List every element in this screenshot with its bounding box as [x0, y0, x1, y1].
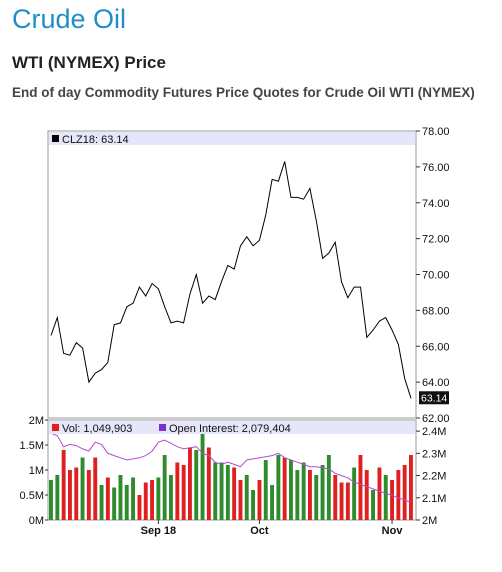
volume-bar: [124, 485, 129, 520]
volume-bar: [181, 465, 186, 520]
volume-bar: [213, 462, 218, 520]
volume-bar: [402, 465, 407, 520]
volume-bar: [339, 482, 344, 520]
price-y-tick-label: 74.00: [422, 198, 450, 210]
price-y-tick-label: 68.00: [422, 305, 450, 317]
open-interest-y-tick-label: 2.4M: [422, 426, 446, 438]
volume-bar: [156, 477, 161, 520]
volume-bar: [194, 450, 199, 520]
price-legend-band: [49, 132, 415, 145]
volume-bar: [143, 482, 148, 520]
volume-y-tick-label: 1M: [29, 465, 44, 477]
price-legend-swatch: [52, 135, 59, 142]
volume-bar: [263, 460, 268, 520]
volume-bar: [320, 465, 325, 520]
price-y-tick-label: 64.00: [422, 377, 450, 389]
volume-bar: [93, 457, 98, 520]
volume-bar: [49, 480, 53, 520]
volume-bar: [162, 455, 167, 520]
open-interest-y-tick-label: 2M: [422, 515, 437, 527]
x-tick-label: Oct: [250, 525, 269, 537]
volume-bar: [383, 475, 388, 520]
volume-y-tick-label: 0.5M: [20, 490, 44, 502]
open-interest-y-tick-label: 2.2M: [422, 471, 446, 483]
open-interest-line: [50, 432, 412, 503]
volume-bar: [326, 455, 331, 520]
price-y-tick-label: 76.00: [422, 162, 450, 174]
volume-bar: [74, 467, 79, 520]
volume-bar: [282, 457, 287, 520]
volume-bar: [276, 455, 281, 520]
volume-bar: [86, 470, 91, 520]
volume-bar: [251, 490, 255, 520]
volume-bar: [225, 465, 230, 520]
price-line-series: [50, 161, 412, 399]
volume-bar: [80, 457, 85, 520]
volume-legend-label: Vol: 1,049,903: [62, 423, 132, 435]
volume-bar: [358, 455, 363, 520]
volume-bar: [390, 480, 394, 520]
volume-bar: [137, 495, 142, 520]
x-tick-label: Nov: [382, 525, 404, 537]
volume-bar: [232, 467, 237, 520]
volume-bar: [333, 475, 338, 520]
volume-bar: [99, 485, 104, 520]
page-title: Crude Oil: [12, 4, 127, 34]
volume-bar: [377, 467, 382, 520]
price-y-tick-label: 62.00: [422, 413, 450, 425]
volume-bar: [238, 480, 243, 520]
volume-bar: [295, 470, 300, 520]
volume-bar: [68, 470, 72, 520]
volume-bar: [175, 462, 180, 520]
volume-bar: [131, 477, 135, 520]
chart-description: End of day Commodity Futures Price Quote…: [12, 85, 475, 100]
open-interest-legend-label: Open Interest: 2,079,404: [169, 423, 291, 435]
volume-bar: [118, 475, 123, 520]
volume-bar: [396, 470, 401, 520]
volume-bar: [169, 475, 173, 520]
price-y-tick-label: 70.00: [422, 270, 450, 282]
volume-bar: [352, 467, 357, 520]
volume-bar: [206, 447, 211, 520]
volume-bar: [308, 470, 312, 520]
volume-legend-band: [49, 421, 415, 434]
volume-bar: [188, 447, 192, 520]
volume-bar: [289, 460, 293, 520]
price-legend-label: CLZ18: 63.14: [62, 134, 129, 146]
volume-bar: [270, 485, 274, 520]
volume-bar: [301, 462, 306, 520]
last-price-badge: [419, 391, 449, 405]
volume-bar: [61, 450, 66, 520]
volume-legend-swatch: [52, 424, 59, 431]
open-interest-y-tick-label: 2.1M: [422, 493, 446, 505]
volume-bar: [200, 427, 205, 520]
volume-bar: [314, 475, 319, 520]
volume-bar: [244, 475, 249, 520]
price-plot-area: [47, 130, 417, 419]
volume-y-tick-label: 1.5M: [20, 440, 44, 452]
last-price-label: 63.14: [421, 392, 447, 404]
chart-subtitle: WTI (NYMEX) Price: [12, 53, 166, 72]
volume-y-tick-label: 2M: [29, 415, 44, 427]
volume-bar: [371, 490, 375, 520]
volume-bar: [364, 470, 369, 520]
open-interest-y-tick-label: 2.3M: [422, 448, 446, 460]
volume-bar: [112, 487, 117, 520]
volume-bar: [150, 480, 154, 520]
open-interest-legend-swatch: [159, 424, 166, 431]
price-y-tick-label: 66.00: [422, 341, 450, 353]
volume-bar: [257, 480, 262, 520]
price-y-tick-label: 72.00: [422, 234, 450, 246]
volume-y-tick-label: 0M: [29, 515, 44, 527]
volume-bar: [409, 455, 413, 520]
volume-bar: [105, 477, 110, 520]
price-y-tick-label: 78.00: [422, 126, 450, 138]
volume-bar: [55, 475, 60, 520]
volume-bar: [345, 482, 350, 520]
volume-bar: [219, 462, 224, 520]
x-tick-label: Sep 18: [141, 525, 176, 537]
